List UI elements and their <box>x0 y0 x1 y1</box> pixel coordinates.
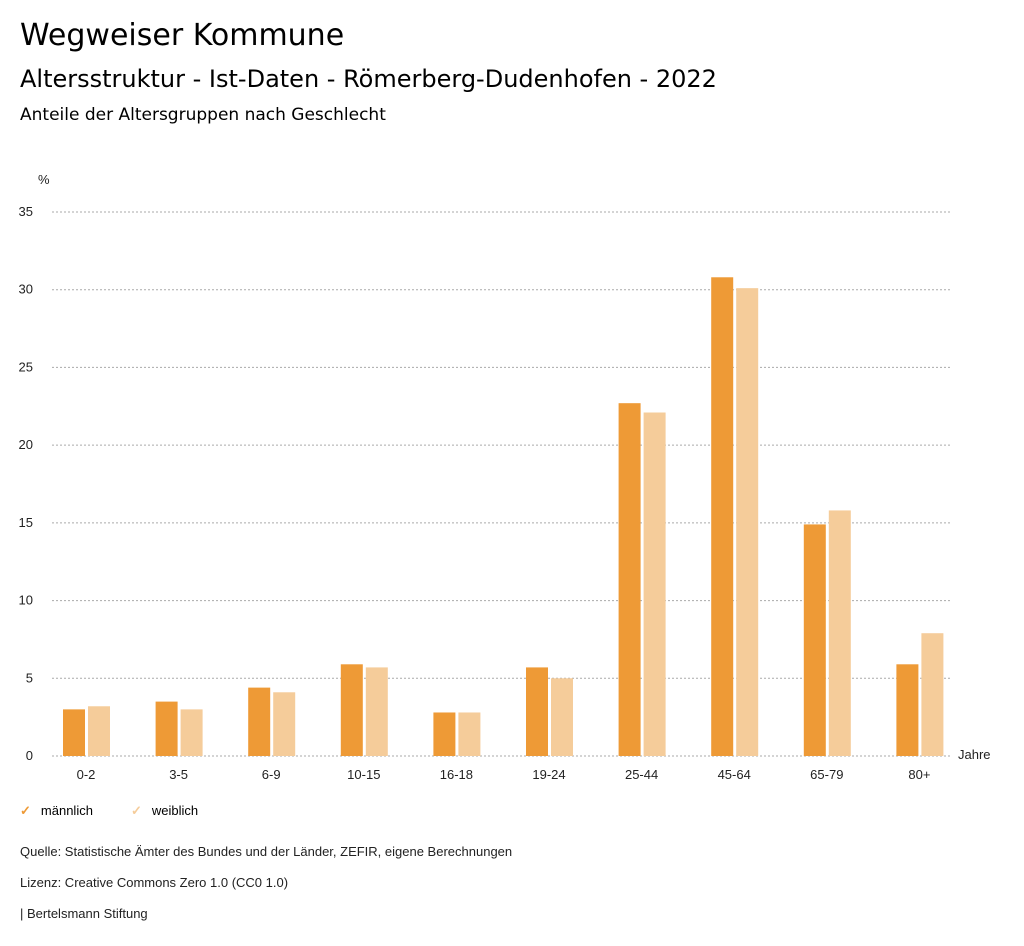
legend-item-maennlich[interactable]: ✓ männlich <box>20 803 93 819</box>
legend-label: weiblich <box>151 803 199 818</box>
legend-item-weiblich[interactable]: ✓ weiblich <box>131 803 198 819</box>
bar-maennlich-3-5[interactable] <box>155 701 178 756</box>
bar-weiblich-80+[interactable] <box>921 633 944 756</box>
bar-chart: % Jahre 0 5 10 15 20 25 30 35 0-2 3-5 6-9 10-15 16-1… <box>19 172 991 782</box>
y-tick-label: 25 <box>19 359 33 374</box>
bar-maennlich-45-64[interactable] <box>711 277 734 756</box>
bar-weiblich-16-18[interactable] <box>458 712 481 756</box>
bar-weiblich-10-15[interactable] <box>365 667 388 756</box>
check-icon: ✓ <box>20 803 31 818</box>
legend-label: männlich <box>40 803 93 818</box>
x-tick-label: 19-24 <box>532 767 565 782</box>
x-tick-label: 3-5 <box>169 767 188 782</box>
bar-weiblich-65-79[interactable] <box>828 510 851 756</box>
y-tick-label: 30 <box>19 282 33 297</box>
bar-maennlich-6-9[interactable] <box>248 687 271 756</box>
legend: ✓ männlich ✓ weiblich <box>20 803 198 819</box>
x-tick-label: 80+ <box>908 767 930 782</box>
y-axis-label: % <box>38 172 50 187</box>
app-title: Wegweiser Kommune <box>20 18 345 53</box>
source-note: Quelle: Statistische Ämter des Bundes un… <box>20 844 513 859</box>
bar-maennlich-65-79[interactable] <box>803 524 826 756</box>
y-tick-label: 10 <box>19 593 33 608</box>
bar-maennlich-0-2[interactable] <box>63 709 85 756</box>
bar-maennlich-80+[interactable] <box>896 664 919 756</box>
bar-weiblich-0-2[interactable] <box>88 706 110 756</box>
bar-maennlich-10-15[interactable] <box>340 664 363 756</box>
x-tick-label: 0-2 <box>77 767 96 782</box>
bar-maennlich-25-44[interactable] <box>618 403 641 756</box>
y-tick-label: 15 <box>19 515 33 530</box>
x-axis-label: Jahre <box>958 747 991 762</box>
chart-title: Anteile der Altersgruppen nach Geschlech… <box>20 105 386 125</box>
x-tick-label: 10-15 <box>347 767 380 782</box>
bar-weiblich-19-24[interactable] <box>551 678 573 756</box>
x-tick-label: 6-9 <box>262 767 281 782</box>
bar-maennlich-19-24[interactable] <box>526 667 548 756</box>
bar-weiblich-6-9[interactable] <box>273 692 296 756</box>
check-icon: ✓ <box>130 803 142 818</box>
x-tick-label: 65-79 <box>810 767 843 782</box>
bar-weiblich-3-5[interactable] <box>180 709 203 756</box>
bar-maennlich-16-18[interactable] <box>433 712 456 756</box>
page-subtitle: Altersstruktur - Ist-Daten - Römerberg-D… <box>20 65 717 93</box>
x-tick-label: 25-44 <box>625 767 658 782</box>
brand-note: | Bertelsmann Stiftung <box>20 906 148 921</box>
y-tick-label: 0 <box>26 748 33 763</box>
bar-weiblich-45-64[interactable] <box>736 288 759 756</box>
x-tick-label: 45-64 <box>718 767 751 782</box>
x-tick-label: 16-18 <box>440 767 473 782</box>
y-tick-label: 5 <box>26 670 33 685</box>
license-note: Lizenz: Creative Commons Zero 1.0 (CC0 1… <box>20 875 289 890</box>
y-tick-label: 35 <box>19 204 33 219</box>
y-tick-label: 20 <box>19 437 33 452</box>
bar-weiblich-25-44[interactable] <box>643 412 666 756</box>
